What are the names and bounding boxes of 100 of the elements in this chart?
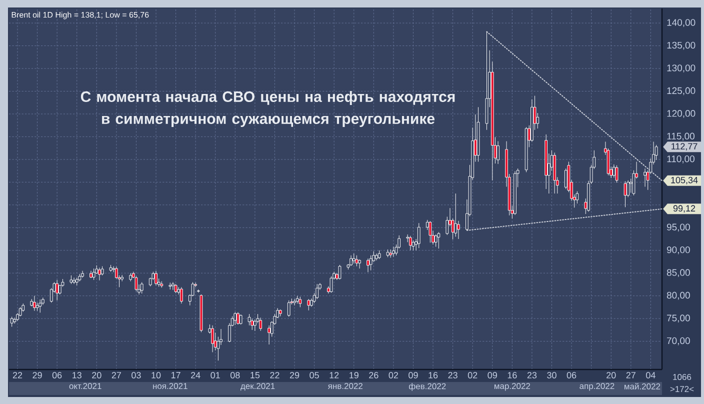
- x-tick-label: 29: [32, 372, 42, 378]
- x2-tick-label: дек.2021: [240, 383, 275, 391]
- y-tick-label: 115,00: [667, 132, 695, 141]
- candlestick: [307, 298, 310, 311]
- candlestick: [358, 259, 361, 269]
- text: 1066: [673, 374, 692, 380]
- x2-tick-label: мар.2022: [494, 383, 530, 391]
- x-tick-label: 01: [210, 372, 220, 378]
- candlestick: [239, 314, 242, 325]
- x-tick-label: 22: [12, 372, 22, 378]
- candlestick: [553, 152, 556, 194]
- candlestick: [496, 141, 500, 164]
- candlestick: [268, 325, 271, 345]
- candlestick: [417, 222, 420, 248]
- candlestick: [389, 249, 392, 258]
- candlestick: [174, 284, 178, 294]
- candlestick: [33, 296, 36, 312]
- x-tick-label: 04: [646, 372, 656, 378]
- x-tick-label: 02: [468, 372, 478, 378]
- x-tick-label: 02: [388, 372, 398, 378]
- candlestick: [298, 296, 302, 308]
- candlestick: [90, 270, 92, 278]
- y-tick-label: 90,00: [666, 246, 690, 254]
- candlestick: [293, 298, 296, 306]
- candlestick: [434, 234, 438, 247]
- x-tick-label: 10: [152, 372, 161, 378]
- candlestick: [56, 280, 59, 301]
- x-tick-label: 09: [488, 372, 497, 378]
- candlestick: [95, 265, 98, 274]
- x-tick-label: 26: [369, 372, 378, 378]
- x-tick-label: 16: [428, 372, 438, 378]
- candlestick: [81, 270, 84, 278]
- candlestick: [234, 312, 237, 326]
- candlestick: [18, 306, 22, 317]
- candlestick: [310, 298, 313, 307]
- candlestick: [355, 255, 358, 267]
- candlestick: [154, 270, 158, 286]
- annotation: С момента начала СВО цены на нефть находятся в симметричном сужающемся треугольнике: [80, 91, 455, 127]
- data-label: 105,34: [671, 176, 698, 184]
- y-tick-label: 130,00: [667, 64, 696, 72]
- x-tick-label: 06: [52, 372, 62, 378]
- candlestick: [514, 171, 516, 216]
- x2-tick-label: янв.2022: [328, 383, 363, 390]
- candlestick: [41, 297, 44, 306]
- x-tick-label: 20: [92, 372, 102, 378]
- candlestick: [530, 99, 534, 142]
- x-tick-label: 30: [547, 372, 556, 378]
- x-tick-label: 19: [350, 372, 358, 378]
- y-tick-label: 135,00: [667, 42, 696, 50]
- x-tick-label: 23: [527, 372, 537, 378]
- candlestick: [78, 274, 82, 282]
- x2-tick-label: фев.2022: [408, 383, 446, 391]
- candlestick: [168, 282, 172, 290]
- x-tick-label: 16: [508, 372, 517, 378]
- x-tick-label: 29: [290, 372, 300, 378]
- candlestick: [392, 246, 395, 257]
- x-tick-label: 27: [626, 372, 636, 378]
- y-tick-label: 80,00: [666, 292, 690, 300]
- x2-tick-label: ноя.2021: [153, 383, 188, 390]
- y-tick-label: 120,00: [667, 110, 696, 118]
- candlestick: [378, 250, 381, 260]
- candlestick: [30, 298, 34, 307]
- x-tick-label: 05: [310, 372, 319, 378]
- y-tick-label: 95,00: [666, 224, 690, 232]
- candlestick: [211, 325, 214, 352]
- x-tick-label: 15: [250, 372, 260, 378]
- candlestick: [38, 299, 42, 313]
- x2-tick-label: апр.2022: [580, 383, 614, 391]
- candlestick: [216, 336, 220, 361]
- candlestick: [278, 309, 282, 317]
- candlestick: [92, 268, 96, 280]
- candlestick: [366, 258, 370, 272]
- y-tick-label: 75,00: [667, 314, 690, 322]
- x-tick-label: 08: [230, 372, 240, 378]
- candlestick: [148, 277, 152, 287]
- candlestick: [612, 164, 616, 178]
- candlestick: [129, 272, 132, 282]
- y-tick-label: 70,00: [667, 337, 690, 346]
- x-tick-label: 13: [72, 372, 82, 378]
- candlestick: [606, 148, 610, 176]
- y-tick-label: 125,00: [667, 87, 696, 96]
- candlestick: [254, 319, 256, 332]
- x-tick-label: 24: [191, 372, 200, 378]
- candlestick: [644, 168, 646, 187]
- x-tick-label: 09: [408, 372, 418, 378]
- candlestick: [140, 282, 144, 294]
- candlestick: [13, 317, 16, 324]
- x2-tick-label: окт.2021: [69, 383, 102, 390]
- candlestick: [476, 106, 480, 162]
- candlestick: [72, 277, 76, 284]
- candlestick: [236, 312, 240, 325]
- x-tick-label: 03: [132, 372, 141, 378]
- candlestick: [259, 317, 262, 332]
- text: 112,77: [672, 143, 698, 151]
- x-tick-label: 12: [330, 372, 339, 378]
- candlestick: [100, 266, 104, 276]
- candlestick: [369, 255, 372, 271]
- candlestick: [454, 193, 458, 237]
- y-tick-label: 110,00: [667, 156, 695, 164]
- candlestick: [75, 277, 78, 286]
